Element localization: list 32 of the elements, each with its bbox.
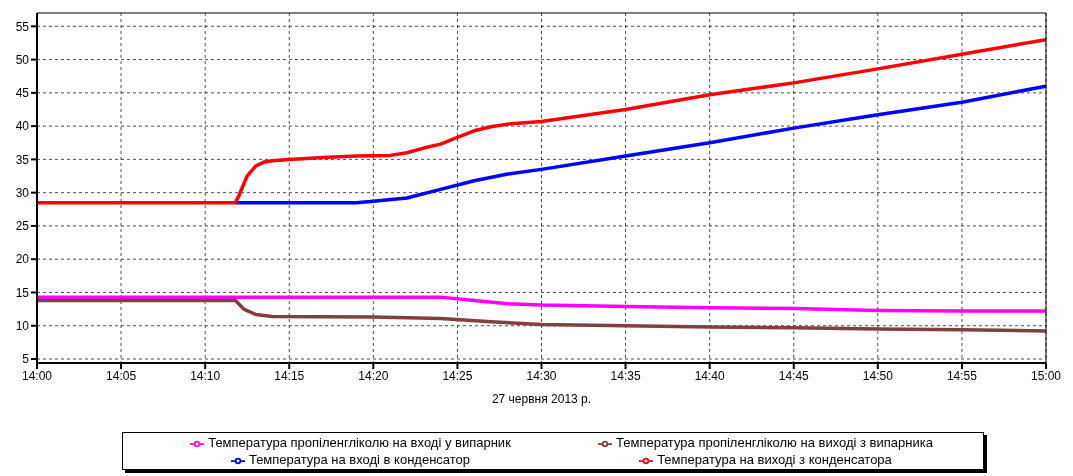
x-tick-label: 14:45 bbox=[778, 368, 810, 383]
y-tick-label: 20 bbox=[15, 252, 30, 267]
legend-label: Температура на вході в конденсатор bbox=[248, 452, 471, 467]
y-tick-label: 5 bbox=[22, 352, 30, 367]
x-tick-label: 15:00 bbox=[1030, 368, 1062, 383]
x-tick-label: 14:20 bbox=[358, 368, 389, 383]
x-tick-label: 14:05 bbox=[106, 368, 137, 383]
y-tick-label: 25 bbox=[15, 219, 30, 234]
legend-label: Температура пропіленгліколю на виході з випарника bbox=[616, 435, 933, 450]
legend-label: Температура на виході з конденсатора bbox=[657, 452, 892, 467]
x-tick-label: 14:40 bbox=[694, 368, 726, 383]
y-tick-label: 55 bbox=[15, 19, 30, 34]
y-tick-label: 40 bbox=[15, 119, 30, 134]
y-tick-label: 10 bbox=[15, 319, 30, 333]
x-tick-label: 14:35 bbox=[610, 368, 641, 383]
y-tick-label: 35 bbox=[15, 152, 30, 167]
x-tick-label: 14:30 bbox=[526, 368, 557, 383]
x-tick-label: 14:15 bbox=[274, 368, 305, 383]
legend-label: Температура пропіленгліколю на вході у випарник bbox=[208, 435, 511, 450]
y-tick-label: 45 bbox=[15, 86, 30, 101]
line-series bbox=[37, 298, 1046, 333]
x-tick-label: 14:00 bbox=[21, 368, 53, 383]
line-series bbox=[37, 295, 1046, 313]
x-tick-label: 14:25 bbox=[442, 368, 473, 383]
x-axis-title: 27 червня 2013 р. bbox=[491, 392, 592, 406]
y-tick-label: 50 bbox=[15, 52, 30, 67]
line-series bbox=[37, 37, 1046, 205]
y-tick-label: 30 bbox=[15, 185, 30, 200]
x-tick-label: 14:10 bbox=[190, 368, 221, 383]
x-tick-label: 14:50 bbox=[862, 368, 894, 383]
y-tick-label: 15 bbox=[15, 285, 30, 300]
x-tick-label: 14:55 bbox=[946, 368, 978, 383]
